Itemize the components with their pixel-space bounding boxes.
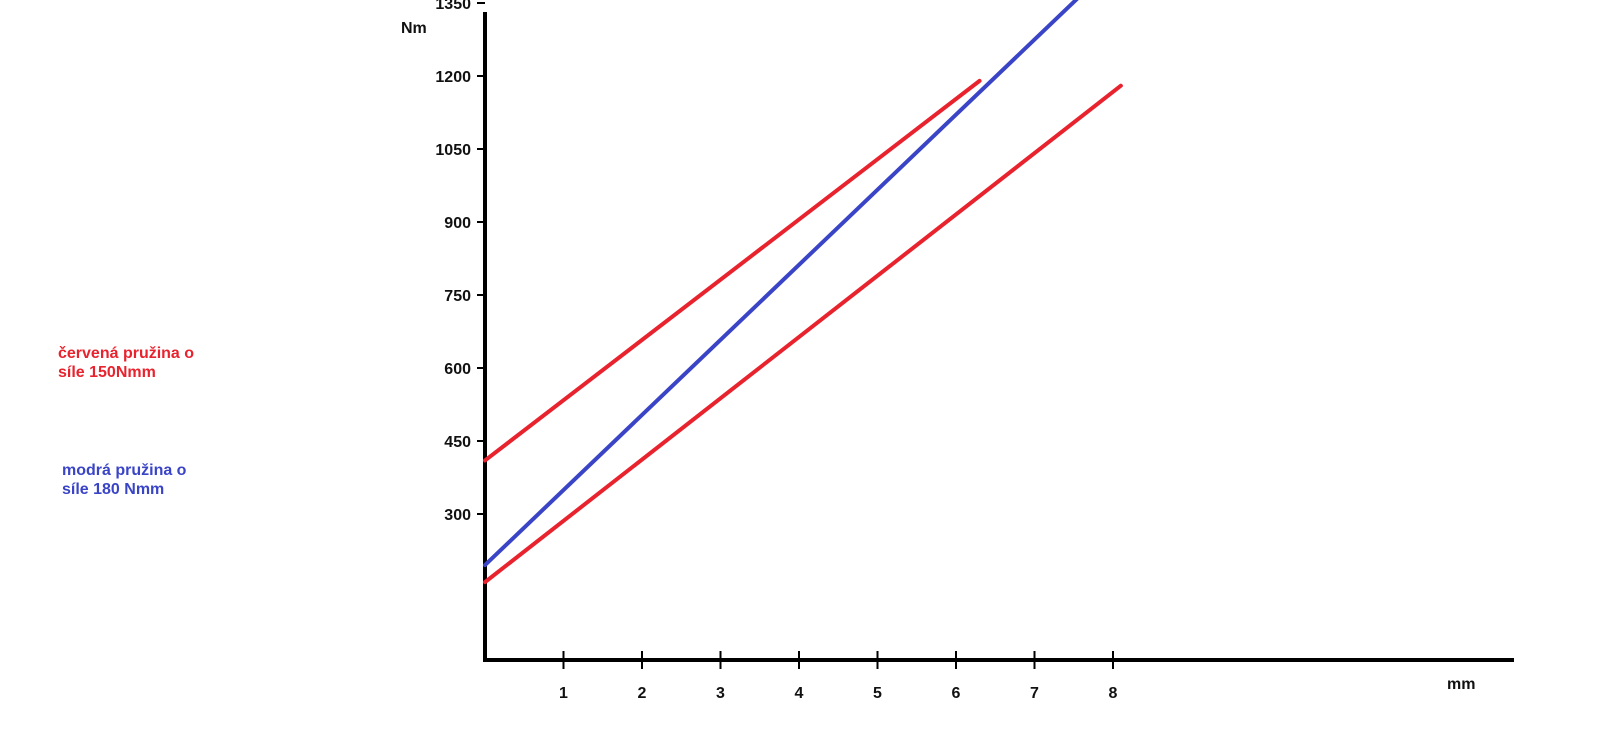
- series-line-3: [483, 0, 1079, 568]
- x-tick-label: 6: [952, 685, 961, 702]
- y-tick-label: 1200: [435, 69, 471, 86]
- y-axis-ticks: 300 450 600 750 900 1050 1200 1350: [435, 0, 485, 524]
- y-tick-label: 750: [444, 288, 471, 305]
- x-tick-label: 1: [559, 685, 568, 702]
- x-tick-label: 3: [716, 685, 725, 702]
- x-axis-label: mm: [1447, 676, 1475, 693]
- series-line-2: [483, 83, 1123, 585]
- series-lines: [483, 0, 1123, 585]
- y-tick-label: 600: [444, 361, 471, 378]
- legend-blue-spring: modrá pružina o síle 180 Nmm: [62, 461, 222, 499]
- legend-red-line2: síle 150Nmm: [58, 364, 156, 381]
- series-line-1: [483, 78, 982, 463]
- x-tick-label: 4: [795, 685, 804, 702]
- y-tick-label: 300: [444, 507, 471, 524]
- y-axis-label: Nm: [401, 20, 427, 37]
- legend-blue-line2: síle 180 Nmm: [62, 481, 165, 498]
- legend-red-spring: červená pružina o síle 150Nmm: [58, 344, 218, 382]
- x-tick-label: 5: [873, 685, 882, 702]
- x-tick-label: 7: [1030, 685, 1039, 702]
- y-tick-label: 450: [444, 434, 471, 451]
- y-tick-label: 1050: [435, 142, 471, 159]
- legend-blue-line1: modrá pružina o: [62, 462, 187, 479]
- x-axis-ticks: 1 2 3 4 5 6 7 8: [559, 651, 1118, 702]
- x-tick-label: 2: [638, 685, 647, 702]
- y-tick-label: 900: [444, 215, 471, 232]
- y-tick-label: 1350: [435, 0, 471, 13]
- legend-red-line1: červená pružina o: [58, 345, 195, 362]
- x-tick-label: 8: [1109, 685, 1118, 702]
